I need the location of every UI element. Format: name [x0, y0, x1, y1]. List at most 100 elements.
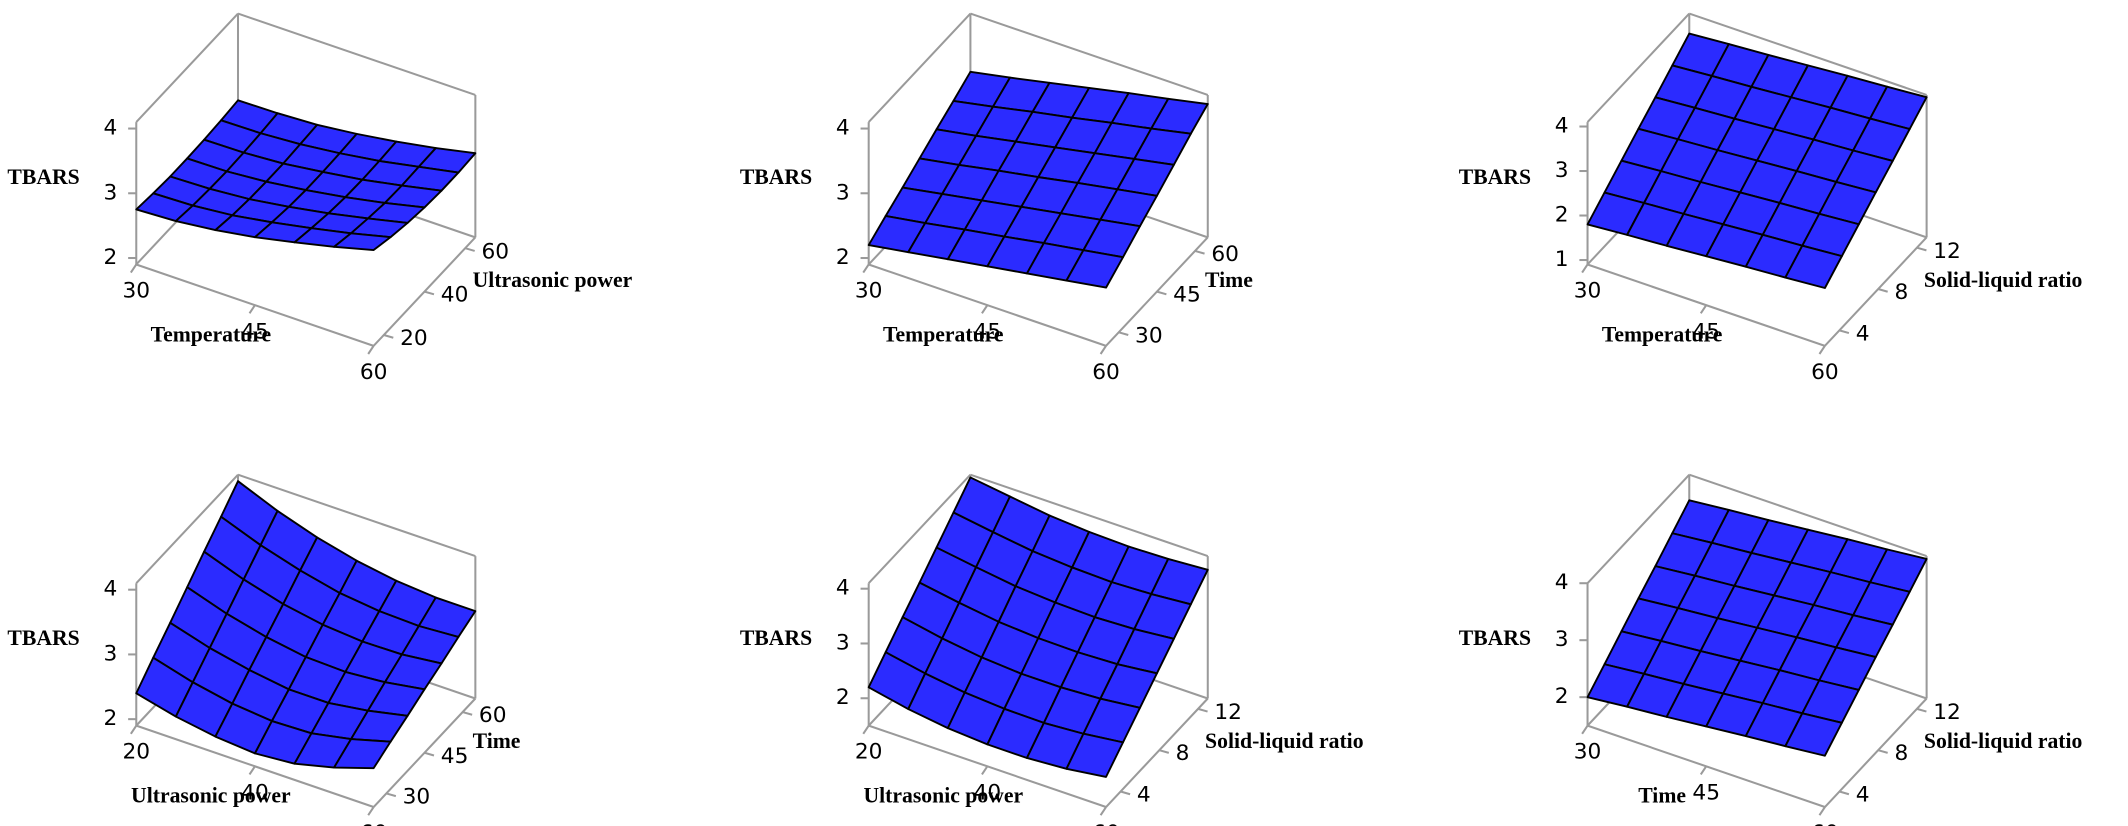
x-tick-label: 20 [855, 740, 883, 765]
x-tick [981, 765, 989, 776]
y-tick-label: 12 [1214, 700, 1242, 725]
surface-plot: 12343045604812TBARSTemperatureSolid-liqu… [1459, 12, 2083, 385]
y-tick [424, 290, 435, 296]
x-tick [1099, 806, 1107, 816]
x-tick-label: 45 [241, 319, 269, 344]
y-tick-label: 4 [1137, 783, 1151, 808]
z-tick-label: 2 [836, 685, 850, 710]
y-tick [1118, 331, 1129, 336]
y-tick [1916, 707, 1927, 713]
y-tick-label: 20 [400, 326, 428, 351]
box-edge [135, 12, 239, 123]
x-axis-title: Ultrasonic power [131, 784, 291, 808]
box-edge [1824, 236, 1928, 347]
z-tick-label: 2 [103, 706, 117, 731]
z-axis-title: TBARS [740, 165, 812, 189]
box-edge [237, 473, 476, 558]
x-tick-label: 30 [1574, 740, 1602, 765]
x-tick-label: 60 [1811, 821, 1839, 826]
surface-plot: 2343045604812TBARSTimeSolid-liquid ratio [1459, 473, 2083, 826]
y-axis-title: Solid-liquid ratio [1924, 268, 2083, 292]
z-axis-title: TBARS [7, 165, 79, 189]
y-tick [464, 247, 475, 252]
y-tick [424, 751, 435, 757]
x-tick-label: 45 [1692, 319, 1720, 344]
y-tick [1839, 790, 1850, 796]
y-tick [462, 711, 473, 716]
x-axis-title: Ultrasonic power [863, 784, 1023, 808]
x-tick [248, 765, 256, 776]
y-axis-title: Solid-liquid ratio [1924, 729, 2083, 753]
x-tick-label: 60 [360, 821, 388, 826]
y-tick-label: 8 [1176, 741, 1190, 766]
x-tick [862, 263, 870, 274]
z-axis-title: TBARS [740, 626, 812, 650]
z-tick-label: 4 [836, 116, 850, 141]
box-edge [970, 473, 1209, 558]
y-tick-label: 12 [1933, 239, 1961, 264]
x-tick-label: 20 [122, 740, 150, 765]
y-tick [386, 792, 397, 798]
y-tick [1156, 290, 1167, 296]
z-axis-title: TBARS [7, 626, 79, 650]
z-tick-label: 4 [1555, 114, 1569, 139]
x-tick-label: 30 [122, 279, 150, 304]
x-tick [1099, 345, 1107, 355]
box-edge [1824, 697, 1928, 808]
x-tick-label: 30 [1574, 279, 1602, 304]
x-tick [130, 725, 138, 735]
x-tick [862, 725, 870, 735]
z-tick-label: 3 [103, 641, 117, 666]
y-tick [1916, 246, 1927, 252]
x-tick [130, 263, 138, 274]
y-tick-label: 12 [1933, 700, 1961, 725]
x-axis-title: Temperature [883, 322, 1004, 346]
z-axis-title: TBARS [1459, 626, 1531, 650]
z-tick-label: 1 [1555, 247, 1569, 272]
z-tick-label: 4 [836, 576, 850, 601]
y-tick [1877, 749, 1888, 754]
y-tick-label: 40 [441, 283, 469, 308]
z-tick-label: 2 [103, 245, 117, 270]
y-tick-label: 8 [1894, 741, 1908, 766]
y-tick [1194, 249, 1205, 255]
z-tick-label: 3 [836, 630, 850, 655]
x-tick [981, 304, 989, 314]
y-tick-label: 45 [441, 744, 469, 769]
surface-cell [333, 738, 392, 770]
y-tick-label: 8 [1894, 280, 1908, 305]
x-tick [248, 304, 256, 314]
z-tick-label: 3 [103, 180, 117, 205]
surface-cell [1065, 249, 1124, 289]
x-tick [1818, 806, 1826, 816]
y-tick-label: 60 [1211, 242, 1239, 267]
z-tick-label: 3 [1555, 158, 1569, 183]
x-tick [1818, 345, 1826, 355]
x-tick [1699, 765, 1708, 776]
x-tick-label: 60 [1092, 821, 1120, 826]
z-tick-label: 4 [103, 577, 117, 602]
surface-cell [1065, 732, 1124, 778]
box-edge [1688, 12, 1927, 96]
x-axis-title: Time [1638, 784, 1686, 808]
surface-plot: 2 3 4 30 45 60 20 40 60 TBARS Temperature Ultrasoni… [7, 12, 633, 385]
y-tick-label: 4 [1856, 321, 1870, 346]
surface-plot: 2 3 4 30 45 60 30 45 60 TBARS Temperature Time [740, 12, 1253, 385]
x-tick-label: 60 [1092, 360, 1120, 385]
x-tick [1699, 304, 1708, 314]
y-tick [1120, 790, 1131, 796]
x-tick-label: 40 [241, 780, 269, 805]
x-tick-label: 60 [1811, 360, 1839, 385]
box-edge [237, 12, 476, 96]
y-tick-label: 45 [1173, 283, 1201, 308]
z-tick-label: 3 [836, 180, 850, 205]
box-edge [1688, 473, 1927, 558]
surface-cell [333, 232, 392, 252]
x-tick [367, 806, 375, 816]
z-tick-label: 4 [1555, 570, 1569, 595]
y-tick-label: 60 [479, 703, 507, 728]
y-axis-title: Ultrasonic power [473, 268, 633, 292]
box-edge [1586, 474, 1691, 584]
y-tick-label: 4 [1856, 783, 1870, 808]
